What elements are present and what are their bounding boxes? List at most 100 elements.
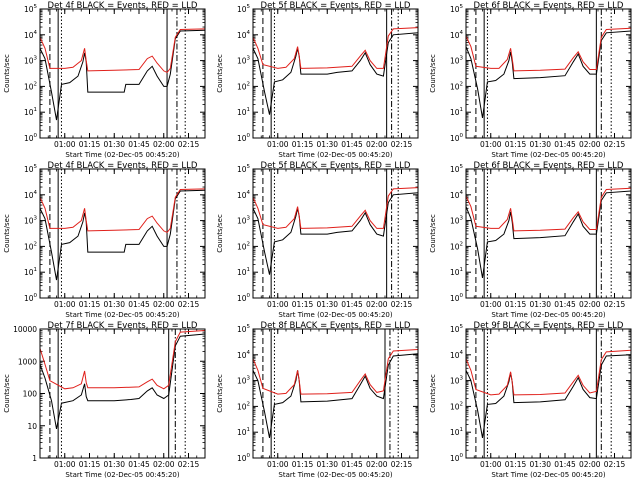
series-line-events: [39, 29, 206, 121]
y-tick-label: 103: [450, 216, 464, 226]
x-tick-label: 01:30: [529, 460, 551, 469]
chart-title: Det 4f BLACK = Events, RED = LLD: [48, 161, 198, 171]
series-line-lld: [252, 187, 419, 229]
chart-title: Det 9f BLACK = Events, RED = LLD: [474, 321, 624, 331]
series-line-events: [39, 333, 206, 429]
y-tick-label: 101: [237, 427, 250, 437]
x-axis-label: Start Time (02-Dec-05 00:45:20): [278, 311, 392, 319]
series-line-events: [465, 190, 632, 278]
x-tick-label: 01:45: [128, 140, 150, 149]
plot-frame: [252, 168, 419, 299]
y-axis-label: Counts/sec: [216, 374, 224, 413]
x-tick-label: 01:15: [505, 140, 527, 149]
y-tick-label: 101: [237, 267, 250, 277]
y-tick-label: 105: [24, 164, 38, 174]
y-tick-label: 104: [237, 190, 251, 200]
series-line-lld: [252, 349, 419, 395]
x-tick-label: 01:00: [267, 460, 289, 469]
y-tick-label: 101: [450, 267, 463, 277]
x-tick-label: 02:00: [579, 300, 601, 309]
y-tick-label: 102: [237, 241, 250, 251]
x-tick-label: 01:30: [529, 140, 551, 149]
y-tick-label: 100: [450, 133, 464, 143]
x-tick-label: 01:15: [292, 140, 314, 149]
y-tick-label: 104: [24, 190, 38, 200]
x-tick-label: 02:00: [366, 300, 388, 309]
y-tick-label: 101: [450, 427, 463, 437]
series-line-events: [465, 354, 632, 438]
x-axis-label: Start Time (02-Dec-05 00:45:20): [491, 151, 605, 159]
y-tick-label: 102: [450, 241, 463, 251]
chart-title: Det 6f BLACK = Events, RED = LLD: [474, 161, 624, 171]
y-tick-label: 100: [23, 390, 38, 399]
x-tick-label: 01:45: [554, 140, 576, 149]
y-tick-label: 101: [24, 107, 37, 117]
plot-frame: [39, 8, 206, 139]
y-tick-label: 105: [450, 324, 464, 334]
y-tick-label: 102: [237, 401, 250, 411]
chart-title: Det 5f BLACK = Events, RED = LLD: [261, 1, 411, 11]
x-tick-label: 01:45: [341, 460, 363, 469]
series-line-lld: [252, 27, 419, 69]
y-tick-label: 105: [237, 4, 251, 14]
chart-title: Det 5f BLACK = Events, RED = LLD: [261, 161, 411, 171]
x-tick-label: 01:00: [480, 460, 502, 469]
y-tick-label: 100: [237, 293, 251, 303]
y-tick-label: 101: [450, 107, 463, 117]
x-tick-label: 01:30: [103, 300, 125, 309]
y-tick-label: 100: [24, 293, 38, 303]
x-tick-label: 01:30: [316, 460, 338, 469]
x-tick-label: 01:00: [480, 140, 502, 149]
x-axis-label: Start Time (02-Dec-05 00:45:20): [278, 471, 392, 479]
y-axis-label: Counts/sec: [3, 54, 11, 93]
x-tick-label: 01:00: [54, 460, 76, 469]
plot-frame: [465, 328, 632, 459]
series-line-events: [252, 353, 419, 438]
x-tick-label: 02:00: [579, 460, 601, 469]
chart-title: Det 6f BLACK = Events, RED = LLD: [474, 1, 624, 11]
y-tick-label: 103: [24, 216, 38, 226]
y-tick-label: 103: [450, 376, 464, 386]
x-tick-label: 01:30: [316, 300, 338, 309]
x-tick-label: 02:00: [153, 300, 175, 309]
x-tick-label: 02:15: [178, 300, 200, 309]
y-tick-label: 105: [24, 4, 38, 14]
x-tick-label: 01:00: [54, 140, 76, 149]
x-tick-label: 01:00: [267, 140, 289, 149]
x-tick-label: 02:15: [391, 460, 413, 469]
x-tick-label: 01:30: [316, 140, 338, 149]
y-tick-label: 100: [237, 133, 251, 143]
y-axis-label: Counts/sec: [429, 54, 437, 93]
x-tick-label: 01:45: [128, 460, 150, 469]
y-tick-label: 102: [450, 401, 463, 411]
chart-panel: Det 7f BLACK = Events, RED = LLD Counts/s…: [3, 321, 206, 479]
series-line-events: [252, 32, 419, 115]
x-tick-label: 02:15: [604, 140, 626, 149]
y-tick-label: 105: [450, 4, 464, 14]
x-tick-label: 02:00: [366, 460, 388, 469]
x-tick-label: 01:30: [529, 300, 551, 309]
chart-panel: Det 4f BLACK = Events, RED = LLD Counts/s…: [3, 161, 206, 319]
x-tick-label: 01:00: [54, 300, 76, 309]
y-tick-label: 104: [24, 30, 38, 40]
y-tick-label: 100: [24, 133, 38, 143]
y-tick-label: 103: [237, 376, 251, 386]
series-line-lld: [465, 187, 632, 232]
x-tick-label: 02:15: [178, 460, 200, 469]
y-axis-label: Counts/sec: [429, 374, 437, 413]
x-tick-label: 01:15: [79, 140, 101, 149]
x-tick-label: 02:15: [391, 300, 413, 309]
y-tick-label: 104: [237, 350, 251, 360]
series-line-lld: [465, 27, 632, 72]
y-tick-label: 105: [237, 324, 251, 334]
y-tick-label: 101: [237, 107, 250, 117]
x-tick-label: 01:45: [554, 460, 576, 469]
y-axis-label: Counts/sec: [3, 374, 11, 413]
chart-title: Det 7f BLACK = Events, RED = LLD: [48, 321, 198, 331]
series-line-lld: [39, 188, 206, 234]
y-tick-label: 105: [450, 164, 464, 174]
plot-frame: [252, 8, 419, 139]
series-line-lld: [39, 330, 206, 390]
x-tick-label: 01:15: [79, 460, 101, 469]
x-tick-label: 01:45: [128, 300, 150, 309]
